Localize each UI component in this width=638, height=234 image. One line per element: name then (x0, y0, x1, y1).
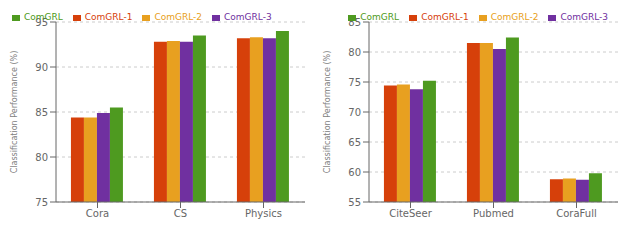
svg-text:Cora: Cora (86, 208, 109, 219)
svg-text:CoraFull: CoraFull (556, 208, 596, 219)
svg-text:55: 55 (348, 197, 361, 208)
svg-text:80: 80 (35, 152, 48, 163)
svg-text:75: 75 (35, 197, 48, 208)
svg-text:70: 70 (348, 107, 361, 118)
svg-text:95: 95 (35, 17, 48, 28)
svg-text:Pubmed: Pubmed (473, 208, 514, 219)
svg-text:90: 90 (35, 62, 48, 73)
svg-text:Classification Performance (%): Classification Performance (%) (323, 51, 332, 174)
svg-text:Physics: Physics (245, 208, 282, 219)
svg-text:80: 80 (348, 47, 361, 58)
svg-text:75: 75 (348, 77, 361, 88)
svg-text:CS: CS (174, 208, 187, 219)
svg-text:85: 85 (348, 17, 361, 28)
svg-text:60: 60 (348, 167, 361, 178)
svg-text:85: 85 (35, 107, 48, 118)
svg-text:65: 65 (348, 137, 361, 148)
svg-text:CiteSeer: CiteSeer (389, 208, 432, 219)
svg-text:Classification Performance (%): Classification Performance (%) (10, 51, 19, 174)
